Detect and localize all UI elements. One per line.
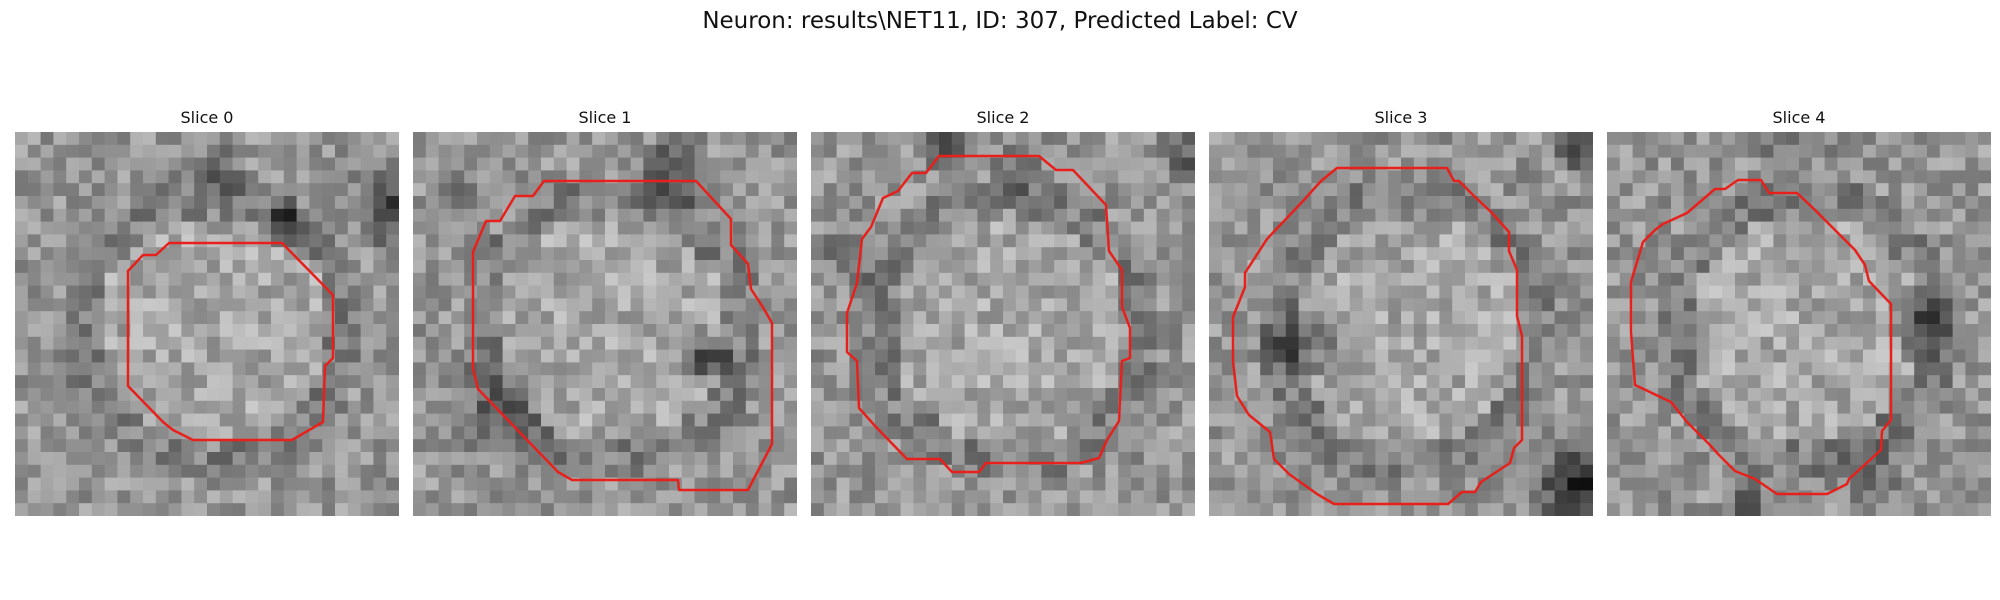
neuron-contour-3: [1231, 166, 1524, 506]
slice-title-2: Slice 2: [976, 108, 1030, 127]
slice-title-0: Slice 0: [180, 108, 234, 127]
figure-title: Neuron: results\NET11, ID: 307, Predicte…: [702, 8, 1298, 34]
microscopy-pixels-2: [811, 132, 1195, 516]
neuron-contour-0: [126, 241, 335, 442]
slice-image-3: [1209, 132, 1593, 516]
slice-image-4: [1607, 132, 1991, 516]
slice-panel-2: Slice 2: [811, 108, 1195, 516]
slice-panel-3: Slice 3: [1209, 108, 1593, 516]
slice-title-3: Slice 3: [1374, 108, 1428, 127]
slice-panel-0: Slice 0: [15, 108, 399, 516]
neuron-contour-4: [1629, 178, 1893, 496]
microscopy-pixels-0: [15, 132, 399, 516]
slice-image-1: [413, 132, 797, 516]
slice-image-2: [811, 132, 1195, 516]
neuron-contour-2: [845, 154, 1132, 474]
microscopy-pixels-4: [1607, 132, 1991, 516]
slice-image-0: [15, 132, 399, 516]
slice-panel-1: Slice 1: [413, 108, 797, 516]
slice-title-1: Slice 1: [578, 108, 632, 127]
neuron-contour-1: [471, 179, 774, 492]
slice-title-4: Slice 4: [1772, 108, 1826, 127]
microscopy-pixels-1: [413, 132, 797, 516]
slice-panel-4: Slice 4: [1607, 108, 1991, 516]
microscopy-pixels-3: [1209, 132, 1593, 516]
